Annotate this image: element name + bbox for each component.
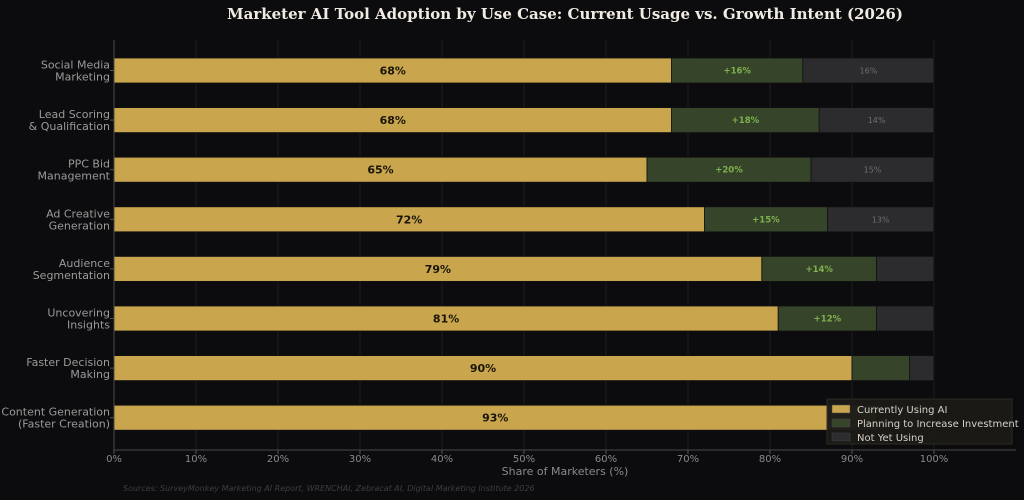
x-tick-label: 100%: [920, 454, 949, 465]
category-label: Social Media Marketing: [41, 59, 110, 84]
category-label: Audience Segmentation: [33, 257, 111, 282]
category-label: Ad Creative Generation: [46, 207, 110, 232]
x-tick-label: 80%: [759, 454, 781, 465]
data-label: +20%: [715, 166, 743, 176]
bar-not-yet-using: [802, 57, 935, 84]
legend-label: Currently Using AI: [857, 405, 947, 416]
grid-lines: [113, 40, 935, 450]
source-note: Sources: SurveyMonkey Marketing AI Repor…: [123, 484, 535, 493]
chart-title: Marketer AI Tool Adoption by Use Case: C…: [227, 5, 903, 23]
bar-planning-increase: [851, 355, 910, 382]
bar-currently-using: [113, 305, 779, 332]
bar-not-yet-using: [818, 107, 935, 133]
legend-label: Planning to Increase Investment: [857, 419, 1019, 430]
data-label: +14%: [805, 265, 833, 275]
data-label: 65%: [367, 164, 393, 177]
x-tick-label: 10%: [185, 454, 207, 465]
data-label: 68%: [380, 65, 406, 78]
bar-planning-increase: [704, 206, 828, 233]
data-label: +15%: [752, 215, 780, 225]
x-axis-title: Share of Marketers (%): [502, 465, 629, 478]
bar-not-yet-using: [810, 156, 935, 183]
category-label: Faster Decision Making: [26, 356, 110, 381]
legend-swatch: [831, 432, 851, 442]
category-label: Uncovering Insights: [47, 307, 110, 332]
data-label: 81%: [433, 313, 459, 326]
data-label: +12%: [814, 315, 842, 325]
legend-swatch: [831, 418, 851, 428]
x-tick-label: 60%: [595, 454, 617, 465]
x-tick-label: 50%: [513, 454, 535, 465]
bar-planning-increase: [761, 255, 877, 282]
bar-currently-using: [113, 355, 853, 382]
x-tick-label: 90%: [841, 454, 863, 465]
bar-planning-increase: [671, 107, 820, 133]
x-tick-label: 30%: [349, 454, 371, 465]
bar-currently-using: [113, 107, 672, 133]
bar-not-yet-using: [876, 305, 935, 332]
legend: Currently Using AI Planning to Increase I…: [826, 398, 1019, 445]
bar-planning-increase: [671, 57, 804, 84]
data-label: 93%: [482, 412, 508, 425]
bar-planning-increase: [777, 305, 878, 332]
bar-planning-increase: [646, 156, 812, 183]
bar-not-yet-using: [827, 206, 935, 233]
data-label: 90%: [470, 362, 496, 375]
data-label: 14%: [868, 116, 886, 125]
legend-box: [826, 398, 1013, 445]
data-label: 79%: [425, 263, 451, 276]
data-label: +18%: [732, 116, 760, 126]
category-label: Lead Scoring & Qualification: [29, 108, 110, 133]
data-label: 16%: [860, 67, 878, 76]
data-label: +16%: [723, 67, 751, 77]
axes: 0% 10% 20% 30% 40% 50% 60% 70% 80% 90% 100% Social …: [1, 40, 1016, 465]
data-label: 68%: [380, 114, 406, 127]
x-tick-label: 0%: [106, 454, 122, 465]
data-label: 15%: [864, 166, 882, 175]
bar-not-yet-using: [876, 255, 935, 282]
x-tick-label: 70%: [677, 454, 699, 465]
bar-currently-using: [113, 57, 672, 84]
data-label: 72%: [396, 213, 422, 226]
category-label: PPC Bid Management: [38, 158, 111, 183]
legend-label: Not Yet Using: [857, 433, 924, 444]
x-tick-label: 20%: [267, 454, 289, 465]
bar-not-yet-using: [909, 355, 935, 382]
bar-currently-using: [113, 255, 763, 282]
category-label: Content Generation (Faster Creation): [1, 406, 110, 431]
x-tick-label: 40%: [431, 454, 453, 465]
legend-swatch: [831, 404, 851, 414]
bar-currently-using: [113, 404, 877, 431]
data-label: 13%: [872, 215, 890, 224]
